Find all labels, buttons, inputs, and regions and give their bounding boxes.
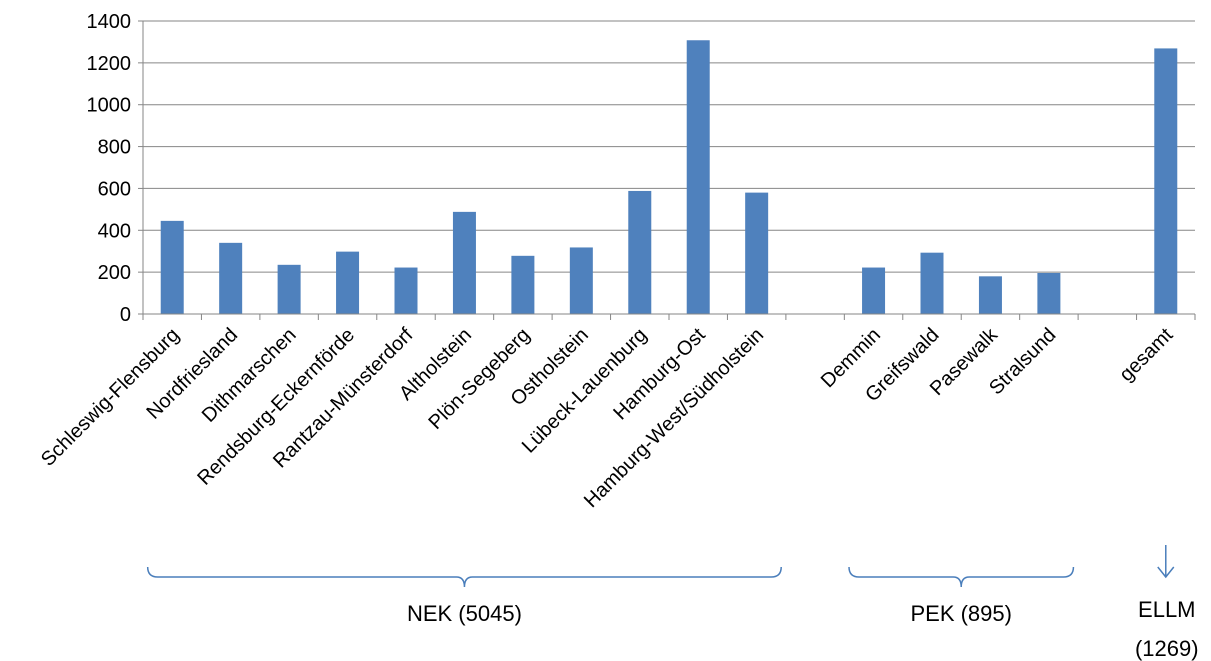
bars <box>160 40 1178 315</box>
bar <box>160 220 184 314</box>
gridlines <box>143 20 1195 315</box>
y-tick-label: 1000 <box>87 95 132 117</box>
group-annotations: NEK (5045) PEK (895) ELLM (1269) <box>146 545 1199 661</box>
x-tick-label: Plön-Segeberg <box>425 324 535 434</box>
bar <box>277 264 301 314</box>
bar <box>452 211 476 314</box>
bar <box>862 267 886 314</box>
group-label: NEK (5045) <box>407 601 522 626</box>
bar <box>628 190 652 314</box>
group-label: ELLM <box>1138 597 1195 622</box>
bar <box>1037 272 1061 314</box>
group-brace <box>848 566 1075 588</box>
x-axis: Schleswig-FlensburgNordfrieslandDithmars… <box>37 313 1196 512</box>
y-tick-label: 800 <box>98 137 131 159</box>
bar <box>920 252 944 314</box>
group-label: PEK (895) <box>910 601 1012 626</box>
y-tick-label: 1200 <box>87 53 132 75</box>
bar <box>686 40 710 315</box>
y-tick-label: 200 <box>98 262 131 284</box>
y-tick-label: 0 <box>120 304 131 326</box>
x-tick-label: gesamt <box>1115 324 1177 386</box>
y-axis: 0 200 400 600 800 1000 1200 1400 <box>87 11 144 326</box>
y-tick-label: 600 <box>98 178 131 200</box>
bar <box>978 276 1002 314</box>
group-label-count: (1269) <box>1135 636 1199 661</box>
bar <box>569 247 593 314</box>
bar <box>394 267 418 314</box>
bar <box>219 242 243 314</box>
bar <box>745 192 769 314</box>
bar <box>336 251 360 314</box>
group-brace <box>146 566 782 588</box>
bar <box>511 255 535 314</box>
y-tick-label: 1400 <box>87 11 132 33</box>
y-tick-label: 400 <box>98 220 131 242</box>
bar <box>1154 48 1178 314</box>
group-arrow-head <box>1157 566 1175 579</box>
